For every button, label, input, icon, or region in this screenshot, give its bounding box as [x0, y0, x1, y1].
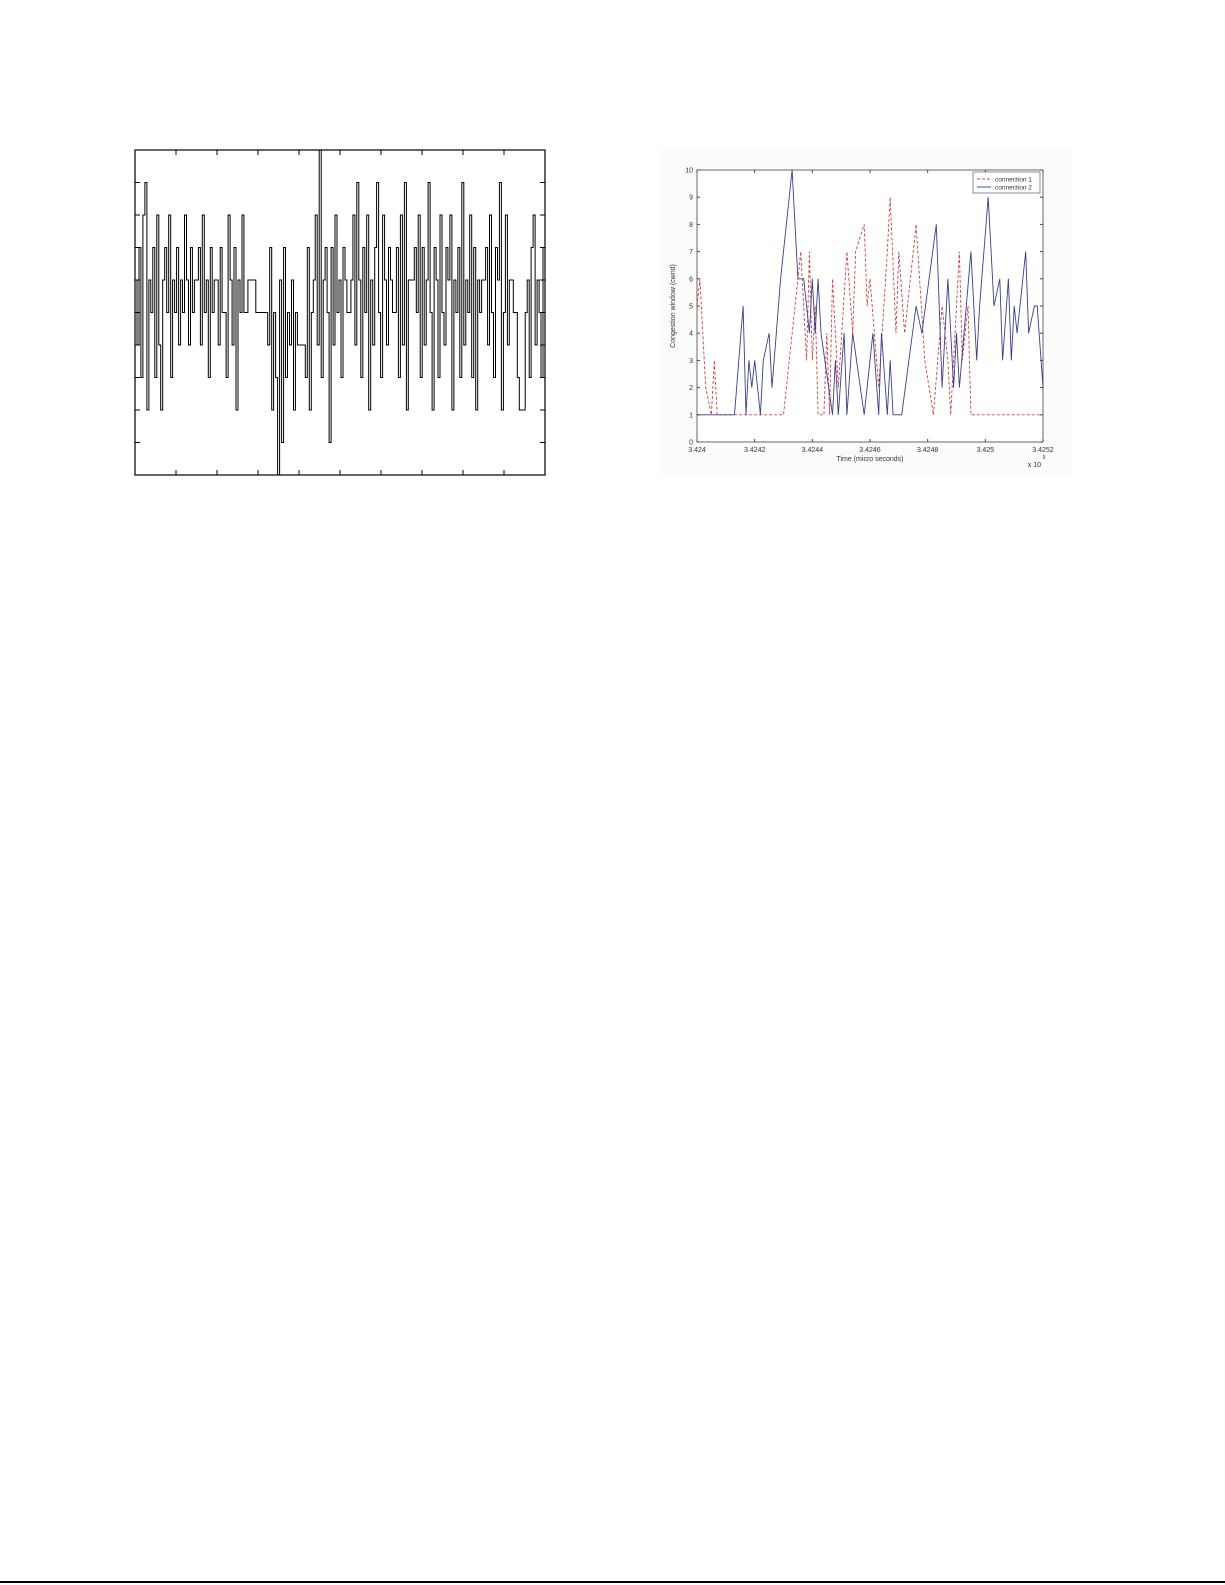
- y-tick-label: 7: [689, 249, 693, 256]
- y-tick-label: 5: [689, 304, 693, 311]
- x-tick-label: 3.4248: [917, 447, 939, 454]
- series-line-2: [697, 169, 1044, 416]
- y-tick-label: 3: [689, 358, 693, 365]
- y-tick-label: 1: [689, 412, 693, 419]
- series-line: [135, 149, 545, 476]
- x-tick-label: 3.4246: [859, 447, 881, 454]
- y-tick-label: 10: [685, 168, 693, 175]
- x-tick-label: 3.4242: [744, 447, 766, 454]
- y-tick-label: 2: [689, 385, 693, 392]
- y-tick-label: 6: [689, 276, 693, 283]
- x-tick-label: 3.424: [688, 447, 706, 454]
- y-axis-label: Congestion window (cwnd): [670, 264, 677, 348]
- legend-label: connection 2: [995, 185, 1032, 192]
- y-tick-label: 9: [689, 195, 693, 202]
- series-line-1: [696, 197, 1043, 416]
- x-tick-label: 3.425: [977, 447, 995, 454]
- x-tick-label: 3.4244: [802, 447, 824, 454]
- congestion-window-chart: 0 1 2 3 4 5 6 7 8 9 10 3.424 3.4242 3.4244 3.4246 3.424…: [660, 148, 1072, 476]
- plot-frame: [696, 169, 1044, 443]
- left-step-chart: [134, 149, 546, 476]
- x-multiplier-exponent: 9: [1043, 455, 1046, 461]
- legend-box: [972, 171, 1041, 194]
- plot-frame: [134, 149, 546, 476]
- legend-label: connection 1: [995, 177, 1032, 184]
- page-footer-rule: [0, 1581, 1225, 1583]
- x-tick-label: 3.4252: [1032, 447, 1054, 454]
- y-tick-label: 8: [689, 222, 693, 229]
- x-multiplier: x 10: [1028, 462, 1041, 469]
- y-tick-label: 0: [689, 440, 693, 447]
- x-axis-label: Time (micro seconds): [836, 456, 903, 463]
- y-tick-label: 4: [689, 331, 693, 338]
